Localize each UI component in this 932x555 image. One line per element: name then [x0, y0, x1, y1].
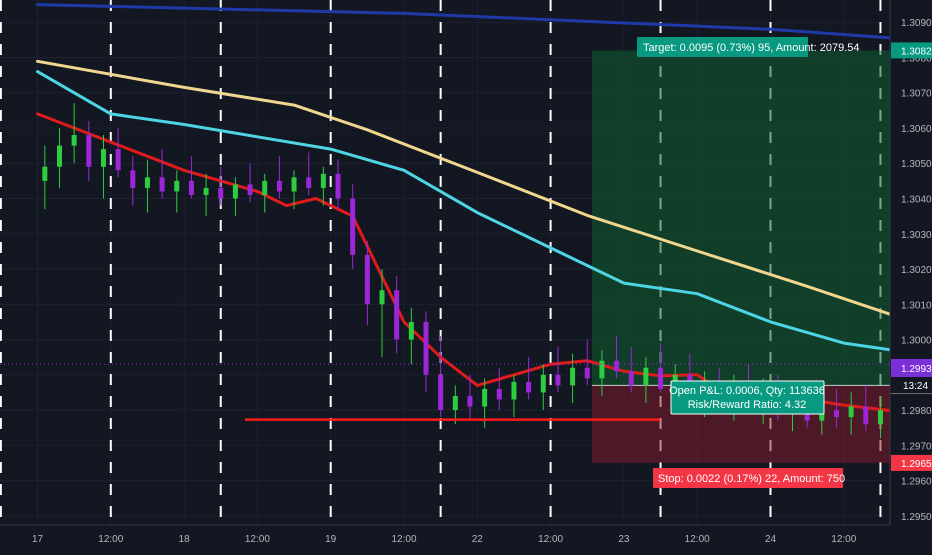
candle-body — [423, 322, 428, 375]
price-tick-label: 1.2970 — [901, 441, 932, 452]
candle-body — [116, 149, 121, 170]
price-tick-label: 1.3090 — [901, 18, 932, 29]
candle-body — [599, 361, 604, 379]
time-tick-label: 12:00 — [831, 534, 856, 545]
risk-reward-label: Risk/Reward Ratio: 4.32 — [688, 399, 807, 411]
candle-body — [467, 396, 472, 407]
current-price-tag: 1.2993 — [891, 359, 932, 377]
candle-body — [863, 407, 868, 425]
price-tag-label: 1.3082 — [901, 46, 932, 57]
candle-body — [834, 410, 839, 417]
candle-body — [409, 322, 414, 340]
candle-body — [658, 368, 663, 389]
candle-body — [585, 368, 590, 379]
candle-body — [438, 375, 443, 410]
price-tick-label: 1.3030 — [901, 230, 932, 241]
candle-body — [643, 368, 648, 386]
time-tick-label: 18 — [179, 534, 191, 545]
candle-body — [218, 188, 223, 199]
price-tick-label: 1.3050 — [901, 159, 932, 170]
candle-body — [306, 177, 311, 188]
price-tag-label: 1.2965 — [901, 459, 932, 470]
candle-body — [130, 170, 135, 188]
candle-body — [101, 149, 106, 167]
price-axis-ticks: 1.30901.30801.30701.30601.30501.30401.30… — [901, 18, 932, 523]
candle-body — [614, 361, 619, 372]
time-tick-label: 12:00 — [245, 534, 270, 545]
candle-body — [555, 375, 560, 386]
candle-body — [57, 146, 62, 167]
pnl-annotation[interactable]: Open P&L: 0.0006, Qty: 113636 Risk/Rewar… — [669, 381, 825, 414]
candle-body — [204, 188, 209, 195]
time-tick-label: 24 — [765, 534, 777, 545]
time-tick-label: 12:00 — [685, 534, 710, 545]
candle-body — [878, 410, 883, 424]
time-tick-label: 17 — [32, 534, 44, 545]
candle-body — [541, 375, 546, 393]
price-tick-label: 1.3040 — [901, 195, 932, 206]
candle-body — [336, 174, 341, 199]
countdown-tag: 13:24 — [891, 377, 932, 393]
candle-body — [629, 371, 634, 385]
candle-body — [292, 177, 297, 191]
candle-body — [42, 167, 47, 181]
candle-body — [570, 368, 575, 386]
candle-body — [145, 177, 150, 188]
price-axis[interactable]: 1.30901.30801.30701.30601.30501.30401.30… — [890, 0, 932, 525]
price-tick-label: 1.3070 — [901, 89, 932, 100]
stop-label: Stop: 0.0022 (0.17%) 22, Amount: 750 — [658, 473, 845, 485]
time-tick-label: 23 — [618, 534, 630, 545]
price-tick-label: 1.3010 — [901, 300, 932, 311]
price-tick-label: 1.3000 — [901, 336, 932, 347]
candle-body — [482, 389, 487, 407]
price-tick-label: 1.2980 — [901, 406, 932, 417]
candle-body — [189, 181, 194, 195]
candle-body — [160, 177, 165, 191]
target-label: Target: 0.0095 (0.73%) 95, Amount: 2079.… — [643, 42, 859, 54]
candle-body — [453, 396, 458, 410]
candle-body — [511, 382, 516, 400]
candle-body — [849, 407, 854, 418]
candle-countdown: 13:24 — [903, 381, 928, 392]
time-tick-label: 12:00 — [391, 534, 416, 545]
time-tick-label: 12:00 — [538, 534, 563, 545]
price-tick-label: 1.3020 — [901, 265, 932, 276]
candle-body — [233, 184, 238, 198]
time-tick-label: 19 — [325, 534, 337, 545]
candle-body — [277, 181, 282, 192]
time-tick-label: 22 — [472, 534, 484, 545]
candle-body — [526, 382, 531, 393]
candle-body — [350, 199, 355, 255]
candle-body — [72, 135, 77, 146]
time-axis[interactable]: 17 12:00 18 12:00 19 12:00 22 12:00 23 12:00 24 12:… — [0, 525, 932, 550]
candle-body — [365, 255, 370, 304]
candle-body — [394, 290, 399, 339]
open-pnl-label: Open P&L: 0.0006, Qty: 113636 — [669, 385, 825, 397]
candle-body — [86, 135, 91, 167]
candle-body — [248, 184, 253, 195]
profit-zone — [592, 50, 892, 385]
price-tick-label: 1.3060 — [901, 124, 932, 135]
current-price-value: 1.2993 — [901, 364, 932, 375]
candle-body — [174, 181, 179, 192]
stop-annotation[interactable]: Stop: 0.0022 (0.17%) 22, Amount: 750 — [653, 468, 845, 488]
candle-body — [321, 174, 326, 188]
price-tick-label: 1.2960 — [901, 477, 932, 488]
price-tick-label: 1.2950 — [901, 512, 932, 523]
candle-body — [497, 389, 502, 400]
time-tick-label: 12:00 — [98, 534, 123, 545]
candle-body — [380, 290, 385, 304]
candle-body — [262, 181, 267, 195]
